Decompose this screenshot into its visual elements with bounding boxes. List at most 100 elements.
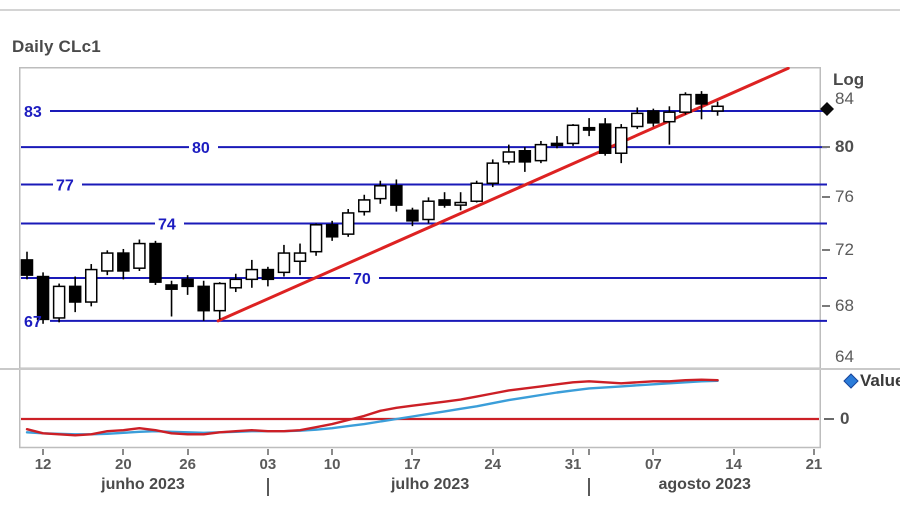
- candle-body: [663, 111, 676, 123]
- month-label-1: junho 2023: [101, 476, 185, 493]
- candle-body: [133, 242, 146, 269]
- candle-body: [36, 275, 50, 321]
- date-tick: [491, 449, 494, 455]
- date-label-03: 03: [259, 456, 277, 473]
- level-label-70: 70: [353, 271, 371, 288]
- level-label-bg: [350, 268, 379, 287]
- candle-body: [84, 268, 98, 303]
- level-label-80: 80: [192, 140, 210, 157]
- candle-body: [213, 282, 226, 312]
- price-axis-label-68: 68: [835, 296, 854, 316]
- indicator-line-value-signal: [25, 379, 719, 436]
- candle-body: [614, 126, 628, 154]
- price-axis-label-80: 80: [835, 137, 854, 157]
- candle-body: [20, 259, 34, 276]
- log-scale-label: Log: [833, 70, 865, 89]
- date-label-24: 24: [484, 456, 502, 473]
- level-label-77: 77: [56, 178, 74, 195]
- date-label-31: 31: [564, 456, 582, 473]
- candle-body: [518, 150, 532, 163]
- window-top-rule: [0, 9, 900, 11]
- price-axis-label-84: 84: [835, 89, 854, 109]
- date-label-12: 12: [34, 456, 52, 473]
- candle-body: [631, 112, 644, 128]
- main-price-chart[interactable]: 83 80 77 74 70 67: [19, 67, 831, 369]
- price-axis-label-76: 76: [835, 187, 854, 207]
- date-label-20: 20: [115, 456, 132, 473]
- candle-body: [695, 93, 708, 105]
- candle-body: [390, 185, 403, 206]
- date-tick: [652, 449, 655, 455]
- candle-body: [406, 209, 419, 222]
- candle-body: [325, 224, 339, 238]
- candle-body: [422, 200, 435, 221]
- last-price-diamond-icon: [820, 101, 834, 116]
- candle-body: [181, 278, 194, 288]
- candle-body: [165, 284, 178, 290]
- price-axis-label-72: 72: [835, 240, 854, 260]
- candle-body: [149, 242, 162, 283]
- date-tick: [732, 449, 735, 455]
- candle-body: [470, 182, 483, 202]
- date-label-07: 07: [644, 456, 662, 473]
- month-label-3: agosto 2023: [658, 476, 751, 493]
- candle-body: [582, 126, 596, 131]
- month-boundary-tick: [588, 449, 591, 455]
- level-label-bg: [155, 214, 184, 233]
- zero-tick: [824, 418, 834, 420]
- value-legend-diamond-icon: [843, 373, 859, 389]
- candle-body: [277, 252, 291, 274]
- price-axis-tick: [822, 196, 830, 199]
- candle-body: [550, 142, 564, 147]
- level-label-74: 74: [158, 216, 176, 233]
- candle-body: [341, 212, 355, 235]
- month-label-2: julho 2023: [390, 476, 470, 493]
- candle-body: [566, 124, 580, 145]
- candle-body: [245, 268, 259, 281]
- date-tick: [266, 449, 269, 455]
- candle-body: [438, 199, 451, 206]
- candle-body: [293, 252, 307, 263]
- candle-body: [101, 252, 114, 272]
- candle-body: [68, 285, 82, 303]
- date-tick: [572, 449, 575, 455]
- date-label-21: 21: [805, 456, 823, 473]
- sub-plot-border: [19, 370, 821, 449]
- candle-body: [647, 110, 660, 124]
- candle-body: [261, 268, 275, 281]
- candle-body: [454, 201, 467, 206]
- trendline: [216, 67, 790, 323]
- price-axis-tick: [822, 146, 830, 149]
- level-label-67: 67: [24, 314, 42, 331]
- price-axis-tick: [822, 305, 830, 308]
- chart-title: Daily CLc1: [12, 37, 101, 56]
- plot-border: [19, 67, 821, 369]
- candlestick-series: [20, 91, 724, 324]
- date-tick: [42, 449, 45, 455]
- date-label-10: 10: [323, 456, 341, 473]
- date-tick: [812, 449, 815, 455]
- level-label-bg: [53, 175, 82, 194]
- candle-body: [358, 199, 371, 213]
- price-axis-label-64: 64: [835, 347, 854, 366]
- candle-body: [486, 162, 499, 185]
- candle-body: [52, 285, 66, 319]
- price-axis-tick: [822, 249, 830, 252]
- date-tick: [186, 449, 189, 455]
- value-legend-label: Value: [860, 371, 900, 390]
- zero-axis-label: 0: [840, 409, 850, 428]
- candle-body: [598, 123, 612, 154]
- level-label-bg: [189, 138, 218, 157]
- candle-body: [711, 105, 724, 112]
- indicator-line-value: [25, 378, 719, 437]
- date-label-17: 17: [404, 456, 421, 473]
- indicator-chart[interactable]: [19, 370, 831, 449]
- date-tick: [411, 449, 414, 455]
- candle-body: [117, 252, 130, 272]
- month-separator: [266, 478, 269, 496]
- level-label-83: 83: [24, 104, 42, 121]
- date-label-26: 26: [179, 456, 196, 473]
- date-tick: [331, 449, 334, 455]
- candle-body: [502, 151, 516, 163]
